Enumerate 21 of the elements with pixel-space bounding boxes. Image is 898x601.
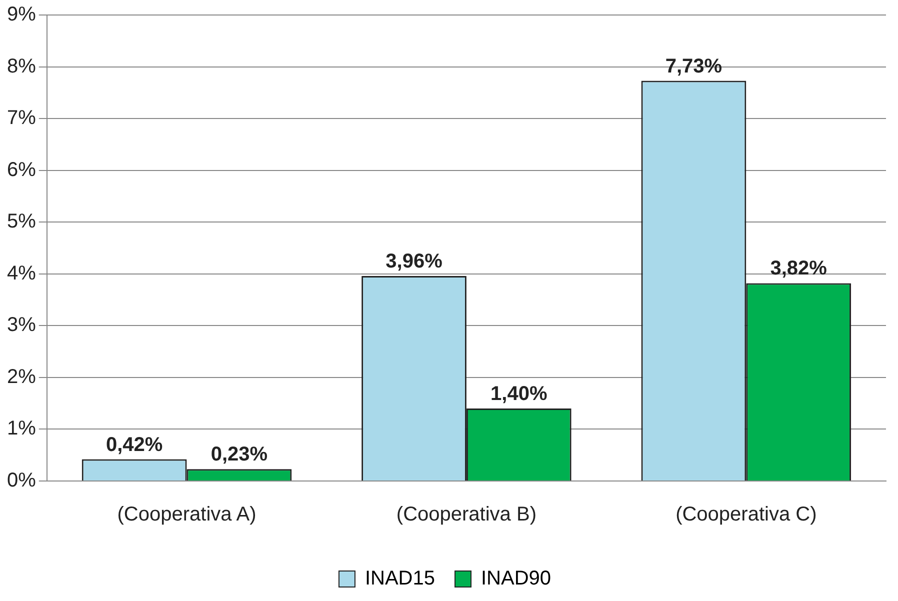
- y-tick-label: 1%: [7, 418, 36, 440]
- y-tick-label: 7%: [7, 107, 36, 130]
- x-tick-label: (Cooperativa C): [676, 504, 817, 526]
- y-tick-label: 6%: [7, 158, 36, 181]
- y-tick-label: 8%: [7, 55, 36, 78]
- x-tick-label: (Cooperativa A): [117, 504, 256, 526]
- y-tick-label: 9%: [7, 4, 36, 26]
- y-tick-label: 5%: [7, 210, 36, 233]
- legend-label: INAD15: [364, 568, 435, 590]
- y-tick-label: 0%: [7, 470, 36, 492]
- y-tick-label: 3%: [7, 314, 36, 336]
- y-tick-label: 4%: [7, 262, 36, 284]
- data-label: 0,42%: [106, 434, 163, 456]
- data-label: 1,40%: [490, 383, 548, 406]
- data-label: 0,23%: [210, 444, 268, 466]
- y-tick-label: 2%: [7, 366, 36, 388]
- data-label: 7,73%: [665, 55, 722, 78]
- x-tick-label: (Cooperativa B): [396, 504, 536, 526]
- data-label: 3,82%: [770, 258, 828, 280]
- data-label: 3,96%: [386, 250, 443, 272]
- legend-label: INAD90: [481, 568, 552, 590]
